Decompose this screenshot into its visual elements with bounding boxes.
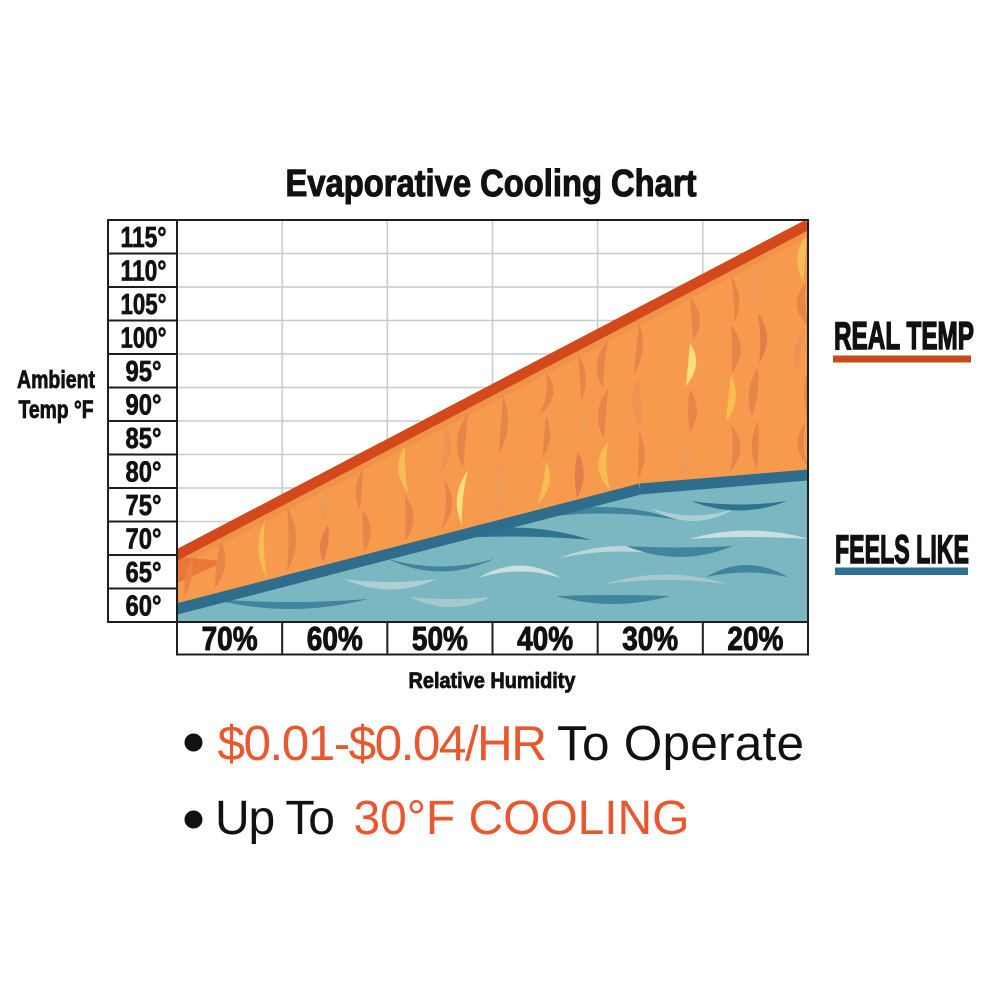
svg-text:Relative Humidity: Relative Humidity [409,668,577,693]
svg-text:90°: 90° [126,390,162,422]
svg-text:Up To: Up To [215,792,335,845]
svg-text:115°: 115° [121,222,167,254]
svg-text:110°: 110° [121,256,167,288]
svg-text:100°: 100° [121,323,167,355]
svg-text:95°: 95° [126,356,162,388]
svg-text:$0.01-$0.04/HR: $0.01-$0.04/HR [218,716,548,771]
svg-text:30°F COOLING: 30°F COOLING [354,792,690,845]
svg-text:Ambient: Ambient [17,366,96,394]
svg-text:REAL TEMP: REAL TEMP [834,315,974,358]
svg-text:105°: 105° [121,289,167,321]
svg-text:40%: 40% [517,620,573,657]
svg-text:60%: 60% [307,620,363,657]
svg-text:20%: 20% [727,620,783,657]
svg-text:30%: 30% [622,620,678,657]
svg-text:To Operate: To Operate [557,716,804,771]
svg-text:Evaporative Cooling Chart: Evaporative Cooling Chart [286,163,697,205]
svg-text:75°: 75° [126,490,162,522]
svg-text:70°: 70° [126,524,162,556]
svg-text:70%: 70% [202,620,258,657]
svg-text:60°: 60° [126,591,162,623]
svg-text:65°: 65° [126,557,162,589]
svg-text:50%: 50% [412,620,468,657]
svg-text:85°: 85° [126,423,162,455]
svg-text:80°: 80° [126,457,162,489]
svg-text:FEELS LIKE: FEELS LIKE [835,528,969,572]
svg-text:Temp °F: Temp °F [19,396,94,424]
